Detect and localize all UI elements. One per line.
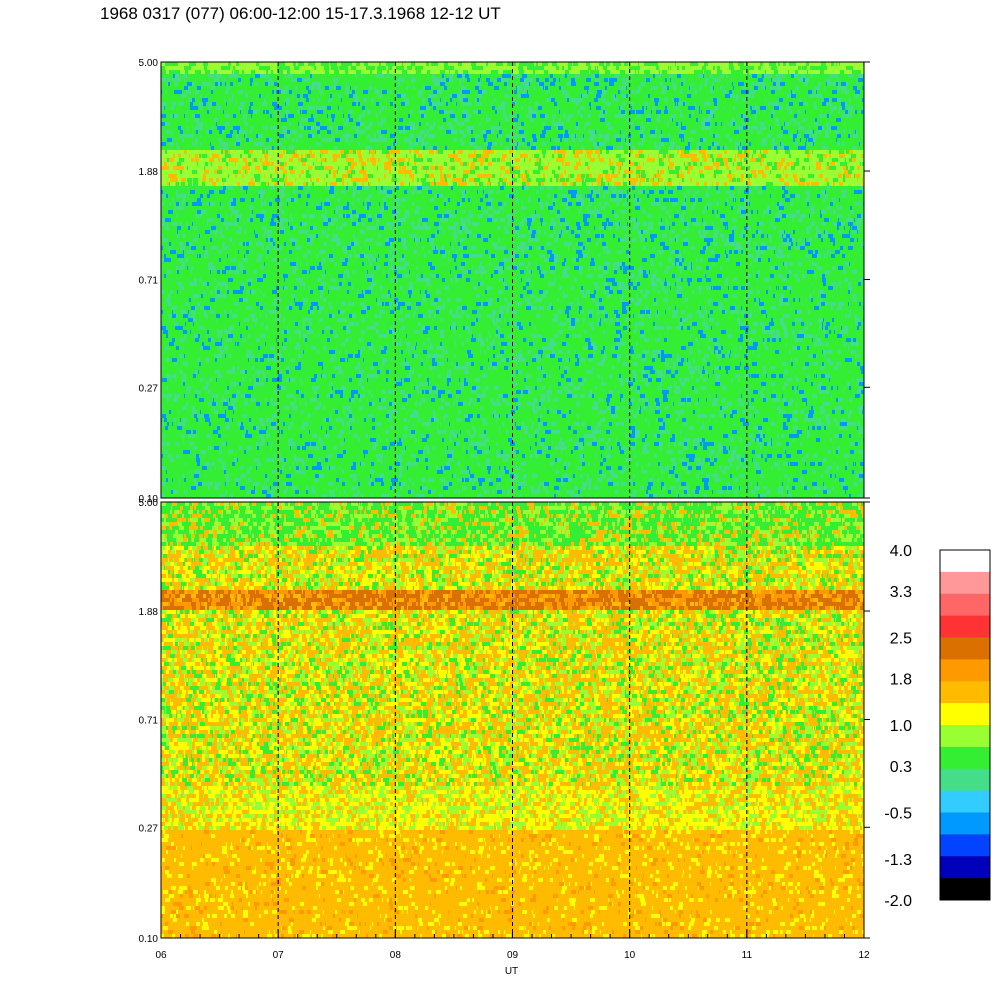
colorbar-label: 3.3 [890,584,912,601]
colorbar-segment [940,834,990,856]
x-tick-label: 08 [390,950,402,961]
colorbar-segment [940,769,990,791]
x-tick-label: 10 [624,950,636,961]
y-tick-label: 0.27 [139,383,159,394]
colorbar-label: 1.0 [890,718,912,735]
colorbar-label: 1.8 [890,671,912,688]
panel-1-heatmap [161,62,868,499]
panel-2-heatmap [161,502,868,939]
colorbar-label: 0.3 [890,759,912,776]
y-tick-label: 0.71 [139,716,159,727]
colorbar-segment [940,550,990,572]
colorbar-label: -1.3 [884,852,912,869]
colorbar-label: 4.0 [890,543,912,560]
x-tick-label: 07 [273,950,285,961]
colorbar-segment [940,813,990,835]
colorbar-segment [940,791,990,813]
colorbar-label: 2.5 [890,631,912,648]
x-tick-label: 12 [858,950,870,961]
colorbar-segment [940,638,990,660]
y-tick-label: 5.00 [139,498,159,509]
x-tick-label: 09 [507,950,519,961]
colorbar-segment [940,725,990,747]
y-tick-label: 5.00 [139,58,159,69]
colorbar-segment [940,594,990,616]
colorbar-segment [940,856,990,878]
y-tick-label: 1.88 [139,607,159,618]
y-tick-label: 0.27 [139,823,159,834]
y-tick-label: 1.88 [139,167,159,178]
y-tick-label: 0.71 [139,276,159,287]
x-axis-label: UT [505,966,518,977]
colorbar-segment [940,659,990,681]
colorbar-segment [940,878,990,900]
x-tick-label: 11 [742,950,753,961]
x-tick-label: 06 [155,950,167,961]
colorbar-segment [940,703,990,725]
colorbar-segment [940,747,990,769]
y-tick-label: 0.10 [139,934,159,945]
colorbar-label: -0.5 [884,806,912,823]
colorbar-segment [940,572,990,594]
colorbar-segment [940,616,990,638]
colorbar-segment [940,681,990,703]
colorbar-label: -2.0 [884,893,912,910]
